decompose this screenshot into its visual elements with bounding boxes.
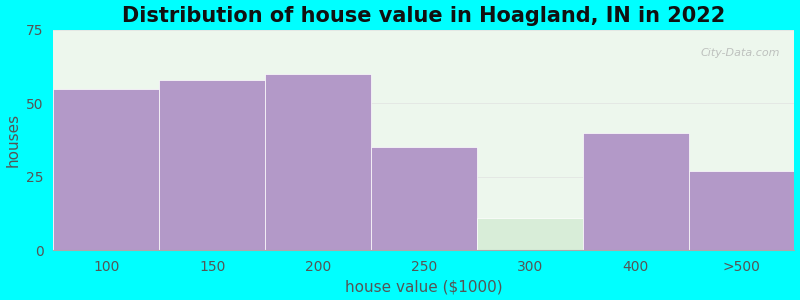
Bar xyxy=(477,218,582,250)
Y-axis label: houses: houses xyxy=(6,113,21,167)
Bar xyxy=(371,147,477,250)
Bar xyxy=(265,74,371,250)
Title: Distribution of house value in Hoagland, IN in 2022: Distribution of house value in Hoagland,… xyxy=(122,6,726,26)
X-axis label: house value ($1000): house value ($1000) xyxy=(345,279,502,294)
Bar xyxy=(582,133,689,250)
Bar xyxy=(54,88,159,250)
Text: City-Data.com: City-Data.com xyxy=(700,47,780,58)
Bar xyxy=(689,171,794,250)
Bar xyxy=(159,80,265,250)
